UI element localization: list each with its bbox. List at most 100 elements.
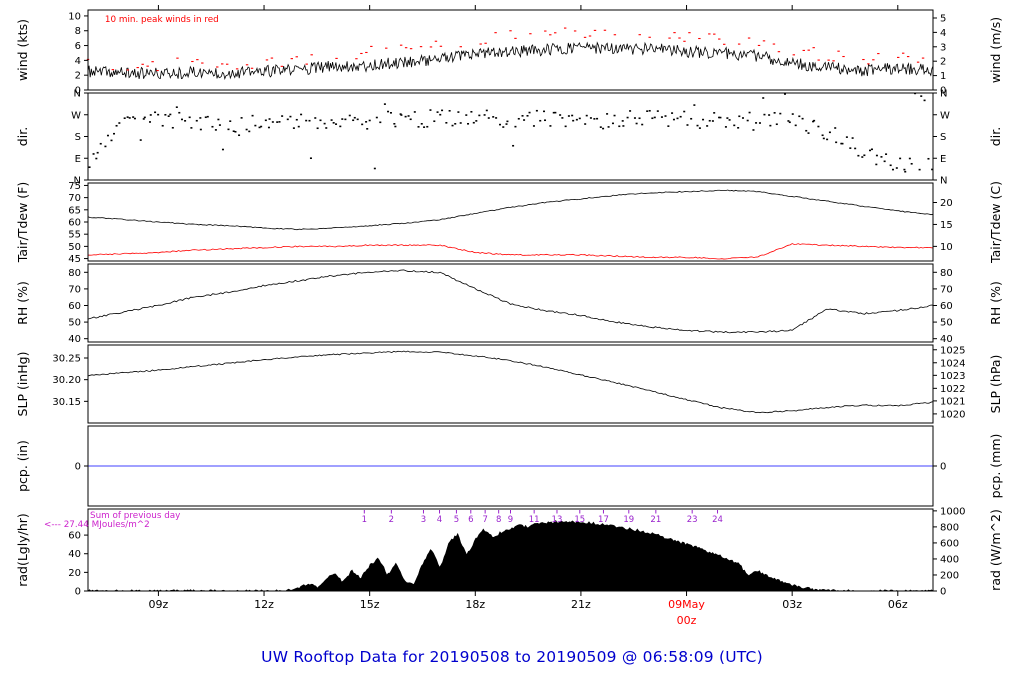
series-solar-radiation xyxy=(87,520,934,592)
svg-text:1023: 1023 xyxy=(940,371,965,382)
svg-text:60: 60 xyxy=(940,301,953,312)
axis-label-right-slp: SLP (hPa) xyxy=(988,355,1003,414)
svg-text:45: 45 xyxy=(68,254,81,265)
svg-text:30.20: 30.20 xyxy=(52,375,81,386)
svg-text:8: 8 xyxy=(75,26,81,37)
x-tick-date: 09May xyxy=(668,598,705,611)
cumulative-mark-1: 1 xyxy=(362,515,367,525)
cumulative-mark-21: 21 xyxy=(650,515,661,525)
svg-text:50: 50 xyxy=(68,242,81,253)
x-tick-label: 12z xyxy=(254,598,274,611)
axis-label-left-slp: SLP (inHg) xyxy=(15,352,30,417)
svg-text:70: 70 xyxy=(940,284,953,295)
x-tick-label: 18z xyxy=(465,598,485,611)
panel-frame-slp xyxy=(87,344,934,424)
series-sea-level-pressure xyxy=(87,350,934,414)
svg-text:1021: 1021 xyxy=(940,396,965,407)
axis-label-left-tair: Tair/Tdew (F) xyxy=(15,182,30,263)
svg-text:0: 0 xyxy=(75,587,81,598)
svg-text:4: 4 xyxy=(940,28,946,39)
panel-frame-dir xyxy=(87,92,934,181)
svg-text:40: 40 xyxy=(68,334,81,345)
cumulative-mark-4: 4 xyxy=(437,515,442,525)
series-dew-point xyxy=(87,243,934,260)
svg-text:80: 80 xyxy=(940,268,953,279)
x-tick-label: 21z xyxy=(571,598,591,611)
svg-text:1000: 1000 xyxy=(940,506,965,517)
x-axis: 09z 12z 15z 18z 21z 09May 00z 03z 06z xyxy=(149,5,908,627)
x-tick-label: 06z xyxy=(888,598,908,611)
x-tick-label: 03z xyxy=(782,598,802,611)
axis-label-right-pcp: pcp. (mm) xyxy=(988,434,1003,499)
panel-wind: 0 2 4 6 8 10 0 1 2 3 4 5 wind (kts) wind (m/s) 10 min.… xyxy=(15,9,1003,97)
svg-text:1025: 1025 xyxy=(940,345,965,356)
svg-text:50: 50 xyxy=(940,318,953,329)
svg-text:10: 10 xyxy=(68,11,81,22)
axis-label-right-wind: wind (m/s) xyxy=(988,17,1003,83)
annotation-wind-0: 10 min. peak winds in red xyxy=(105,15,219,25)
axis-label-left-rh: RH (%) xyxy=(15,281,30,325)
svg-text:0: 0 xyxy=(940,587,946,598)
svg-text:S: S xyxy=(75,132,81,143)
svg-text:65: 65 xyxy=(68,205,81,216)
svg-text:30.15: 30.15 xyxy=(52,397,81,408)
svg-text:400: 400 xyxy=(940,554,959,565)
svg-text:2: 2 xyxy=(940,57,946,68)
svg-text:20: 20 xyxy=(68,568,81,579)
svg-text:70: 70 xyxy=(68,284,81,295)
svg-text:0: 0 xyxy=(940,462,946,473)
cumulative-mark-5: 5 xyxy=(454,515,459,525)
svg-text:S: S xyxy=(940,132,946,143)
svg-text:800: 800 xyxy=(940,522,959,533)
axis-label-right-dir: dir. xyxy=(988,127,1003,146)
x-tick-label: 00z xyxy=(677,614,697,627)
x-tick-label: 15z xyxy=(360,598,380,611)
cumulative-mark-13: 13 xyxy=(552,515,563,525)
cumulative-mark-9: 9 xyxy=(508,515,513,525)
axis-label-left-dir: dir. xyxy=(15,127,30,146)
svg-text:40: 40 xyxy=(940,334,953,345)
svg-text:5: 5 xyxy=(940,13,946,24)
panel-frame-rad xyxy=(87,508,934,592)
svg-text:60: 60 xyxy=(68,301,81,312)
svg-text:80: 80 xyxy=(68,268,81,279)
svg-text:30.25: 30.25 xyxy=(52,354,81,365)
svg-text:E: E xyxy=(940,154,946,165)
svg-text:75: 75 xyxy=(68,181,81,192)
svg-text:60: 60 xyxy=(68,218,81,229)
series-peak-wind-10min xyxy=(86,27,925,72)
axis-label-right-tair: Tair/Tdew (C) xyxy=(988,181,1003,264)
svg-text:70: 70 xyxy=(68,193,81,204)
svg-text:4: 4 xyxy=(75,56,81,67)
cumulative-mark-6: 6 xyxy=(468,515,473,525)
svg-text:W: W xyxy=(940,110,950,121)
cumulative-mark-7: 7 xyxy=(482,515,487,525)
cumulative-mark-23: 23 xyxy=(687,515,698,525)
series-relative-humidity xyxy=(87,269,934,334)
svg-text:50: 50 xyxy=(68,318,81,329)
svg-text:10: 10 xyxy=(940,242,953,253)
panel-frame-rh xyxy=(87,263,934,343)
svg-text:6: 6 xyxy=(75,41,81,52)
axis-label-left-pcp: pcp. (in) xyxy=(15,440,30,492)
svg-text:0: 0 xyxy=(75,86,81,97)
svg-text:W: W xyxy=(71,110,81,121)
axis-label-left-wind: wind (kts) xyxy=(15,19,30,81)
cumulative-mark-19: 19 xyxy=(623,515,634,525)
svg-text:60: 60 xyxy=(68,531,81,542)
axis-label-left-rad: rad(Lgly/hr) xyxy=(15,513,30,587)
cumulative-mark-15: 15 xyxy=(574,515,585,525)
svg-text:1: 1 xyxy=(940,71,946,82)
cumulative-mark-17: 17 xyxy=(598,515,609,525)
panel-rh: 40 50 60 70 80 40 50 60 70 80 RH (%) RH (%) xyxy=(15,263,1003,345)
panel-frame-wind xyxy=(87,9,934,91)
svg-text:600: 600 xyxy=(940,538,959,549)
svg-text:40: 40 xyxy=(68,549,81,560)
panel-pcp: 0 0 pcp. (in) pcp. (mm) xyxy=(15,425,1003,507)
svg-text:1020: 1020 xyxy=(940,409,965,420)
